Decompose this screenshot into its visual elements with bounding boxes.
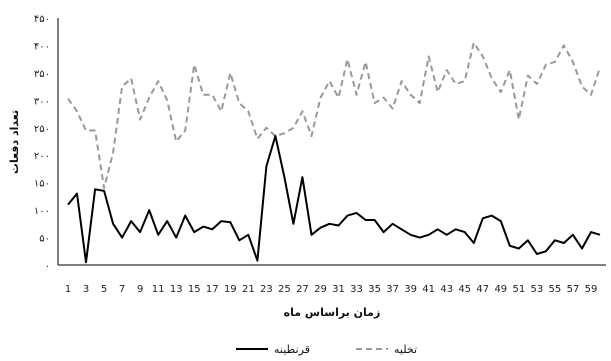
x-tick-labels: 1 3 5 7 9 11 13 15 17 19 21 23 25 27 29 31 33 35 37 39 41 43 4…	[65, 284, 598, 295]
x-tick-label: 37	[386, 284, 399, 295]
x-tick-label: 59	[585, 284, 598, 295]
y-tick-label: ۱۰۰	[34, 206, 50, 217]
x-tick-label: 5	[101, 284, 107, 295]
legend: قرنطینه تخلیه	[236, 343, 417, 356]
x-axis-title: زمان براساس ماه	[284, 306, 381, 319]
x-tick-label: 43	[440, 284, 453, 295]
y-tick-label: ۳۰۰	[34, 96, 50, 107]
y-tick-label: ۱۵۰	[34, 179, 50, 190]
x-tick-label: 11	[152, 284, 165, 295]
x-tick-label: 3	[83, 284, 89, 295]
y-tick-label: ۲۵۰	[34, 124, 50, 135]
x-tick-label: 27	[296, 284, 309, 295]
y-tick-label: ۴۰۰	[34, 41, 50, 52]
x-tick-label: 1	[65, 284, 71, 295]
y-tick-label: ۳۵۰	[34, 69, 50, 80]
series-line-discharge	[67, 41, 601, 190]
x-tick-label: 29	[314, 284, 327, 295]
x-tick-label: 49	[494, 284, 507, 295]
x-tick-label: 55	[549, 284, 562, 295]
x-tick-label: 53	[531, 284, 544, 295]
x-tick-label: 45	[458, 284, 471, 295]
x-tick-label: 51	[512, 284, 525, 295]
x-tick-label: 17	[206, 284, 219, 295]
x-tick-label: 39	[404, 284, 417, 295]
y-tick-label: ۰	[45, 261, 50, 272]
series-lines	[67, 41, 601, 264]
legend-item-quarantine: قرنطینه	[236, 343, 310, 356]
legend-label-discharge: تخلیه	[394, 343, 417, 356]
x-tick-label: 13	[170, 284, 183, 295]
x-tick-label: 41	[422, 284, 435, 295]
legend-item-discharge: تخلیه	[356, 343, 417, 356]
x-tick-label: 7	[119, 284, 125, 295]
series-line-quarantine	[67, 135, 601, 264]
y-tick-label: ۴۵۰	[34, 14, 50, 25]
x-tick-label: 9	[137, 284, 143, 295]
x-tick-label: 21	[242, 284, 255, 295]
y-tick-label: ۵۰	[39, 234, 50, 245]
y-axis-title: تعداد دفعات	[8, 110, 21, 174]
x-tick-label: 15	[188, 284, 201, 295]
x-tick-label: 35	[368, 284, 381, 295]
y-tick-label: ۲۰۰	[34, 151, 50, 162]
y-tick-labels: ۰ ۵۰ ۱۰۰ ۱۵۰ ۲۰۰ ۲۵۰ ۳۰۰ ۳۵۰ ۴۰۰ ۴۵۰	[34, 14, 50, 272]
x-tick-label: 25	[278, 284, 291, 295]
legend-label-quarantine: قرنطینه	[274, 343, 310, 356]
x-tick-label: 33	[350, 284, 363, 295]
x-tick-label: 31	[332, 284, 345, 295]
x-tick-label: 47	[476, 284, 489, 295]
x-tick-label: 23	[260, 284, 273, 295]
x-tick-label: 19	[224, 284, 237, 295]
x-tick-label: 57	[567, 284, 580, 295]
